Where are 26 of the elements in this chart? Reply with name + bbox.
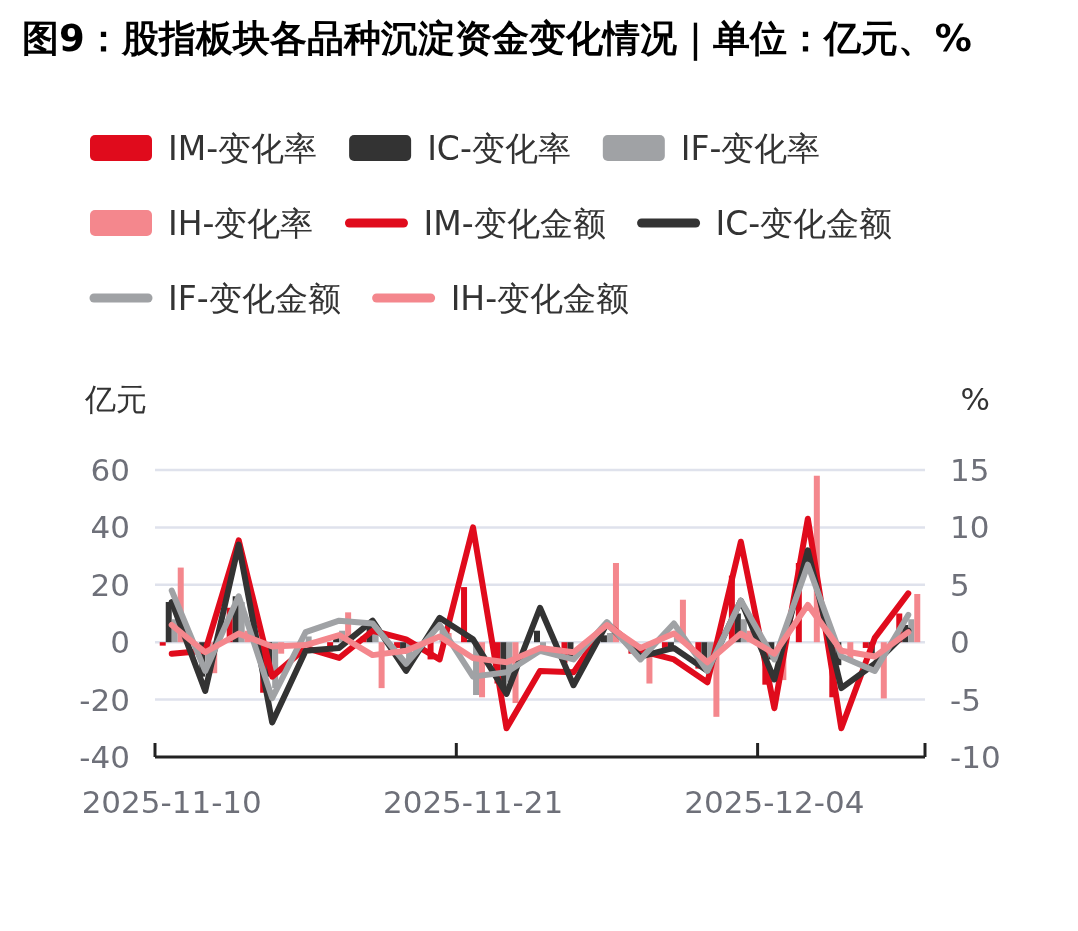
x-tick-label: 2025-11-21	[382, 784, 564, 820]
legend-label: IM-变化金额	[423, 204, 606, 243]
y-tick-label: 20	[90, 566, 130, 603]
y-axis-title: 亿元	[84, 381, 147, 417]
y-tick-label: -40	[79, 739, 130, 775]
y2-tick-label: -5	[950, 681, 981, 718]
y-tick-label: 0	[110, 624, 130, 661]
y2-tick-label: -10	[950, 739, 1001, 775]
y2-axis-title: %	[960, 381, 990, 417]
x-tick-label: 2025-12-04	[684, 784, 865, 820]
y2-tick-label: 5	[950, 566, 970, 603]
y-tick-label: 60	[90, 452, 130, 488]
legend-label: IC-变化率	[427, 129, 571, 168]
x-tick-label: 2025-11-10	[81, 784, 262, 820]
y2-tick-label: 0	[950, 624, 970, 661]
y-tick-label: -20	[79, 681, 130, 718]
legend-label: IH-变化率	[168, 204, 314, 243]
y-tick-label: 40	[90, 509, 130, 546]
legend-label: IH-变化金额	[450, 279, 630, 318]
legend-label: IC-变化金额	[715, 204, 893, 243]
legend-label: IF-变化金额	[168, 279, 341, 318]
y2-tick-label: 10	[950, 509, 990, 546]
y2-tick-label: 15	[950, 452, 990, 488]
chart-title: 图9：股指板块各品种沉淀资金变化情况｜单位：亿元、%	[22, 16, 973, 63]
legend-label: IF-变化率	[680, 129, 821, 168]
legend-label: IM-变化率	[168, 129, 318, 168]
